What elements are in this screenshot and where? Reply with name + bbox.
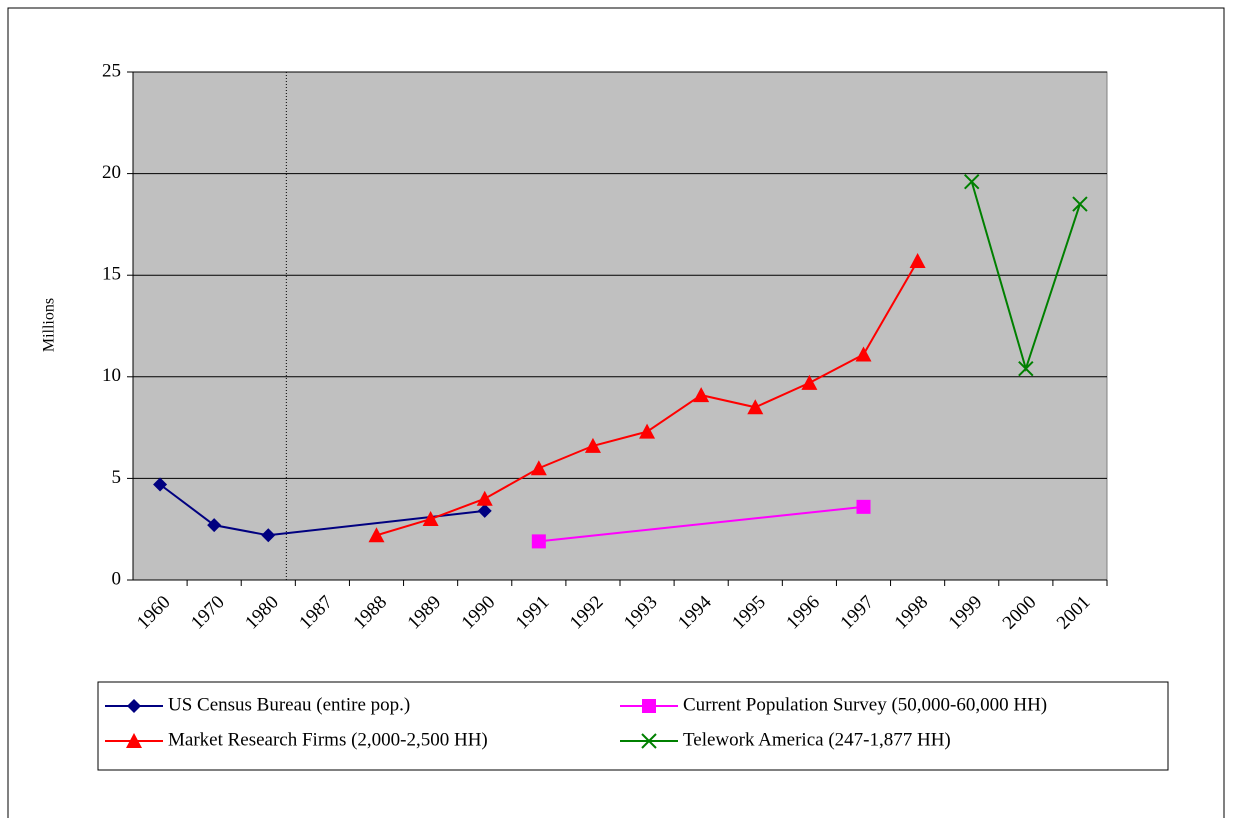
y-tick-label: 0 xyxy=(112,568,122,589)
series-line xyxy=(538,505,864,543)
legend-label: Current Population Survey (50,000-60,000… xyxy=(683,694,1047,715)
data-point xyxy=(422,511,439,527)
data-point xyxy=(856,499,871,514)
data-point xyxy=(801,374,818,390)
y-axis-label: Millions xyxy=(41,298,58,352)
data-point xyxy=(639,423,656,439)
legend xyxy=(97,681,1169,771)
data-point xyxy=(153,477,168,492)
data-point xyxy=(261,528,276,543)
y-tick-label: 25 xyxy=(102,60,121,81)
data-point xyxy=(368,527,385,543)
data-point xyxy=(477,503,492,518)
data-point xyxy=(964,174,980,190)
data-point xyxy=(207,518,222,533)
data-point xyxy=(747,399,764,415)
y-tick-label: 10 xyxy=(102,365,121,386)
data-point xyxy=(693,387,710,403)
legend-marker xyxy=(641,733,657,749)
data-point xyxy=(530,460,547,476)
legend-marker xyxy=(127,699,141,713)
data-point xyxy=(1018,360,1034,377)
data-point xyxy=(531,534,546,549)
data-point xyxy=(476,490,493,506)
data-point xyxy=(909,252,926,268)
plot-area xyxy=(132,71,1108,581)
series-line xyxy=(159,483,485,537)
legend-marker xyxy=(642,699,656,713)
legend-marker xyxy=(126,733,142,748)
legend-label: Market Research Firms (2,000-2,500 HH) xyxy=(168,729,488,750)
legend-label: US Census Bureau (entire pop.) xyxy=(168,694,410,715)
data-point xyxy=(855,346,872,362)
y-tick-label: 5 xyxy=(112,467,122,488)
data-point xyxy=(584,437,601,453)
y-tick-label: 15 xyxy=(102,264,121,285)
legend-label: Telework America (247-1,877 HH) xyxy=(683,729,951,750)
data-point xyxy=(1072,196,1088,212)
y-tick-label: 20 xyxy=(102,162,121,183)
